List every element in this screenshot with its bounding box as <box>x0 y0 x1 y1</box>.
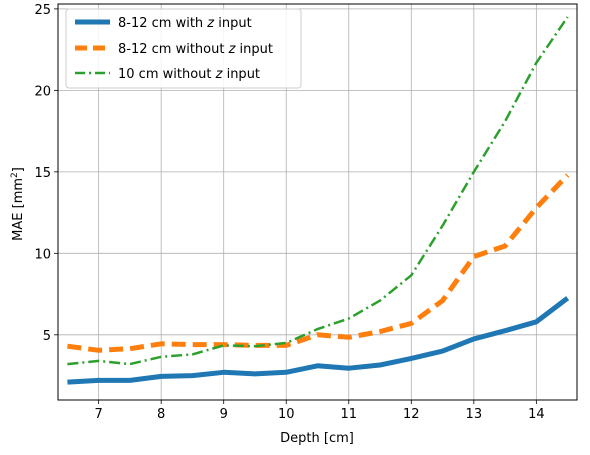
series-line-3 <box>67 16 569 366</box>
x-tick-label: 12 <box>403 407 420 422</box>
x-tick-label: 8 <box>157 407 165 422</box>
y-tick-label: 5 <box>43 329 51 344</box>
x-axis-label: Depth [cm] <box>280 431 354 446</box>
x-tick-label: 14 <box>528 407 545 422</box>
y-tick-label: 15 <box>34 166 51 181</box>
legend-label-series-1: 8-12 cm with z input <box>118 16 252 31</box>
series-line-2 <box>67 173 570 353</box>
axis-ticks: 7 8 9 10 11 12 13 14 5 10 15 20 25 <box>34 3 544 422</box>
legend-frame <box>65 8 302 89</box>
series-line-1 <box>67 296 570 385</box>
y-axis-label: MAE [mm2] <box>10 167 26 241</box>
x-tick-label: 13 <box>466 407 483 422</box>
x-tick-label: 11 <box>340 407 357 422</box>
x-tick-label: 7 <box>95 407 103 422</box>
x-tick-label: 10 <box>278 407 295 422</box>
series-lines <box>67 16 570 385</box>
legend: 8-12 cm with z input 8-12 cm without z i… <box>65 8 302 89</box>
legend-label-series-2: 8-12 cm without z input <box>118 42 273 57</box>
y-tick-label: 10 <box>34 247 51 262</box>
x-tick-label: 9 <box>220 407 228 422</box>
y-axis-label-superscript: 2 <box>10 172 20 178</box>
plot-frame <box>57 3 578 401</box>
y-tick-label: 25 <box>34 3 51 18</box>
legend-label-series-3: 10 cm without z input <box>118 67 260 82</box>
y-tick-label: 20 <box>34 84 51 99</box>
